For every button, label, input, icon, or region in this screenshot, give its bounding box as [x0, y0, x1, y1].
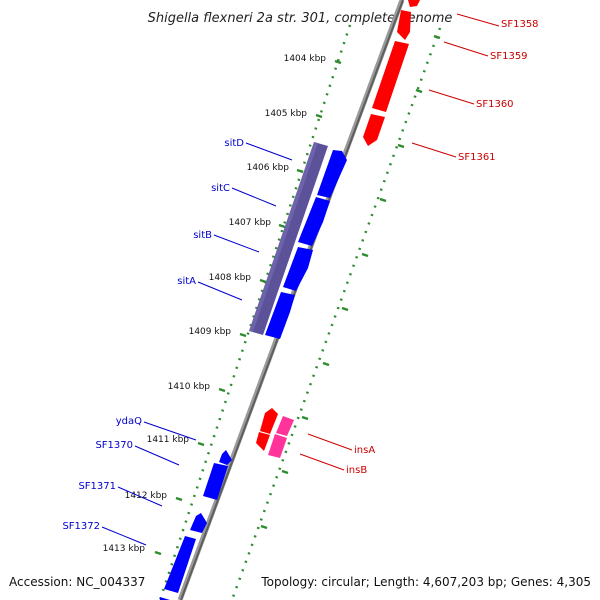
left-tick-track	[158, 24, 352, 600]
tick-label: 1404 kbp	[284, 54, 327, 64]
gene-SF1358[interactable]	[397, 10, 411, 40]
gene-label-sitB[interactable]: sitB	[193, 230, 212, 241]
gene-SF1371[interactable]	[190, 513, 207, 533]
kbp-tick	[315, 113, 323, 119]
gene-label-insB[interactable]: insB	[346, 465, 367, 476]
kbp-tick-marks	[154, 34, 441, 556]
gene-sitB[interactable]	[283, 247, 313, 291]
gene-label-SF1358[interactable]: SF1358	[501, 19, 539, 30]
kbp-tick	[154, 550, 162, 556]
gene-SF1357-partial[interactable]	[408, 0, 420, 7]
gene-insB-part1[interactable]	[276, 416, 294, 436]
gene-label-insA[interactable]: insA	[354, 445, 375, 456]
kbp-tick	[218, 387, 226, 393]
kbp-tick	[379, 197, 387, 203]
gene-SF1372[interactable]	[164, 536, 196, 593]
leader-line	[117, 486, 163, 507]
map-title: Shigella flexneri 2a str. 301, complete …	[148, 11, 453, 26]
tick-label: 1410 kbp	[168, 382, 211, 392]
accession-text: Accession: NC_004337	[9, 575, 145, 589]
leader-line	[299, 453, 345, 471]
gene-label-sitC[interactable]: sitC	[211, 183, 230, 194]
kbp-tick	[239, 332, 247, 338]
kbp-tick	[397, 143, 405, 149]
tick-label: 1409 kbp	[189, 327, 232, 337]
gene-SF1359[interactable]	[372, 41, 409, 112]
gene-label-SF1372[interactable]: SF1372	[62, 521, 100, 532]
tick-label: 1408 kbp	[209, 273, 252, 283]
kbp-tick	[433, 34, 441, 40]
gene-SF1373-partial[interactable]	[160, 597, 170, 600]
kbp-tick	[334, 59, 342, 65]
kbp-tick	[260, 524, 268, 530]
kbp-tick	[259, 278, 267, 284]
gene-label-SF1360[interactable]: SF1360	[476, 99, 514, 110]
leader-line	[245, 142, 293, 161]
gene-label-sitA[interactable]: sitA	[177, 276, 196, 287]
kbp-tick	[341, 306, 349, 312]
kbp-tick	[296, 168, 304, 174]
gene-label-SF1359[interactable]: SF1359	[490, 51, 528, 62]
leader-line	[411, 142, 457, 158]
forward-genes	[160, 150, 347, 600]
gene-insA-part1[interactable]	[260, 408, 278, 434]
sit-operon-band-shade	[249, 142, 318, 332]
insertion-genes	[268, 416, 294, 458]
kbp-tick	[415, 88, 423, 94]
kbp-tick	[278, 223, 286, 229]
tick-label: 1405 kbp	[265, 109, 308, 119]
gene-insB-part2[interactable]	[268, 434, 287, 458]
gene-label-sitD[interactable]: sitD	[224, 138, 244, 149]
gene-label-SF1361[interactable]: SF1361	[458, 152, 496, 163]
kbp-tick	[197, 441, 205, 447]
summary-text: Topology: circular; Length: 4,607,203 bp…	[260, 575, 591, 589]
gene-ydaQ[interactable]	[219, 450, 232, 465]
kbp-tick	[322, 361, 330, 367]
leader-line	[456, 13, 500, 27]
leader-line	[101, 526, 147, 546]
gene-sitA[interactable]	[265, 292, 295, 339]
tick-label: 1406 kbp	[247, 163, 290, 173]
tick-label: 1412 kbp	[125, 491, 168, 501]
gene-sitC[interactable]	[298, 197, 330, 246]
leader-line	[134, 445, 180, 466]
leader-line	[143, 421, 197, 441]
kbp-tick	[361, 252, 369, 258]
gene-label-SF1370[interactable]: SF1370	[95, 440, 133, 451]
leader-line	[213, 234, 260, 253]
leader-line	[443, 41, 489, 57]
right-gene-labels: SF1358 SF1359 SF1360 SF1361 insA insB	[299, 13, 539, 476]
kbp-tick	[281, 469, 289, 475]
gene-label-SF1371[interactable]: SF1371	[78, 481, 116, 492]
kbp-tick	[175, 496, 183, 502]
gene-sitD[interactable]	[317, 150, 347, 198]
gene-SF1361[interactable]	[363, 114, 385, 146]
tick-label: 1411 kbp	[147, 435, 190, 445]
gene-SF1370[interactable]	[203, 463, 228, 500]
leader-line	[197, 281, 243, 301]
leader-line	[231, 187, 277, 207]
gene-insA-part2[interactable]	[256, 432, 270, 451]
kbp-tick	[301, 415, 309, 421]
sit-operon-band	[249, 142, 328, 335]
leader-line	[307, 433, 353, 451]
gene-label-ydaQ[interactable]: ydaQ	[116, 416, 142, 427]
reverse-genes	[256, 0, 420, 451]
tick-label: 1413 kbp	[103, 544, 146, 554]
tick-label: 1407 kbp	[229, 218, 272, 228]
leader-line	[428, 89, 475, 105]
left-gene-labels: sitD sitC sitB sitA ydaQ SF1370 SF1371 S…	[62, 138, 293, 546]
